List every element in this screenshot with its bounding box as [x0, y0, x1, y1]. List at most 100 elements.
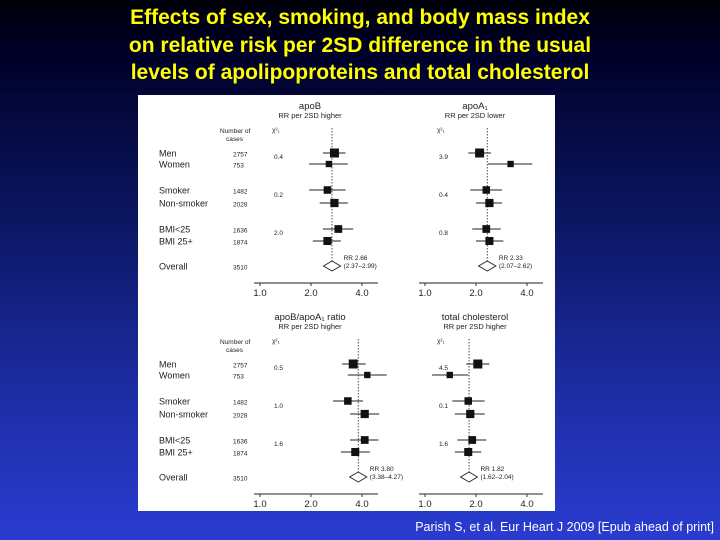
row-label: BMI 25+: [159, 237, 193, 247]
estimate-square: [482, 225, 491, 233]
chi-value: 4.5: [439, 365, 448, 372]
estimate-square: [485, 198, 494, 208]
cases-header: cases: [226, 347, 244, 354]
estimate-square: [348, 359, 358, 369]
row-label: BMI 25+: [159, 448, 193, 458]
chi-value: 1.0: [274, 403, 283, 410]
cases-header: Number of: [220, 339, 251, 346]
x-tick-label: 2.0: [304, 288, 317, 299]
panel-subtitle: RR per 2SD higher: [443, 322, 507, 331]
chi-value: 0.2: [274, 192, 283, 199]
overall-diamond: [348, 471, 368, 483]
estimate-square: [325, 160, 333, 168]
x-tick-label: 1.0: [253, 499, 266, 510]
chi-label: χ²₁: [437, 338, 446, 345]
chi-value: 1.6: [274, 441, 283, 448]
x-tick-label: 2.0: [469, 499, 482, 510]
row-label: Overall: [159, 473, 188, 483]
estimate-square: [344, 397, 352, 405]
slide-title: Effects of sex, smoking, and body mass i…: [0, 4, 720, 87]
row-label: BMI<25: [159, 225, 190, 235]
title-line-2: on relative risk per 2SD difference in t…: [128, 33, 592, 57]
panel-title: apoB: [299, 101, 321, 112]
case-count: 3510: [233, 476, 248, 483]
overall-ci-label: (3.38–4.27): [370, 474, 403, 481]
chi-label: χ²₁: [272, 127, 281, 134]
row-label: Overall: [159, 262, 188, 272]
chi-value: 2.0: [274, 230, 283, 237]
x-tick-label: 4.0: [355, 288, 368, 299]
title-line-3: levels of apolipoproteins and total chol…: [130, 61, 590, 84]
overall-rr-label: RR 1.82: [480, 466, 504, 473]
chi-label: χ²₁: [437, 127, 446, 134]
chi-value: 0.8: [439, 230, 448, 237]
row-label: Non-smoker: [159, 410, 208, 420]
case-count: 2028: [233, 202, 248, 209]
row-label: Smoker: [159, 397, 190, 407]
case-count: 753: [233, 163, 244, 170]
overall-rr-label: RR 2.66: [344, 255, 368, 262]
x-tick-label: 4.0: [355, 499, 368, 510]
x-tick-label: 2.0: [304, 499, 317, 510]
overall-diamond: [322, 260, 342, 272]
estimate-square: [466, 409, 475, 419]
case-count: 1636: [233, 228, 248, 235]
x-tick-label: 1.0: [418, 499, 431, 510]
estimate-square: [330, 198, 339, 208]
case-count: 1874: [233, 451, 248, 458]
panel-subtitle: RR per 2SD higher: [278, 111, 342, 120]
citation: Parish S, et al. Eur Heart J 2009 [Epub …: [415, 520, 714, 534]
estimate-square: [323, 186, 332, 194]
x-tick-label: 4.0: [520, 288, 533, 299]
estimate-square: [464, 447, 473, 457]
case-count: 1482: [233, 400, 248, 407]
row-label: BMI<25: [159, 436, 190, 446]
estimate-square: [329, 148, 339, 158]
estimate-square: [473, 359, 483, 369]
chi-value: 0.5: [274, 365, 283, 372]
estimate-square: [446, 371, 453, 379]
title-line-1: Effects of sex, smoking, and body mass i…: [130, 6, 590, 29]
chi-value: 1.6: [439, 441, 448, 448]
estimate-square: [482, 186, 491, 194]
overall-rr-label: RR 2.33: [499, 255, 523, 262]
chi-label: χ²₁: [272, 338, 281, 345]
x-tick-label: 4.0: [520, 499, 533, 510]
case-count: 1874: [233, 240, 248, 247]
panel-title: apoA₁: [462, 101, 487, 112]
overall-rr-label: RR 3.80: [370, 466, 394, 473]
row-label: Men: [159, 360, 177, 370]
estimate-square: [360, 409, 369, 419]
overall-diamond: [477, 260, 497, 272]
overall-ci-label: (2.37–2.99): [344, 263, 377, 270]
panel-subtitle: RR per 2SD higher: [278, 322, 342, 331]
panel-subtitle: RR per 2SD lower: [445, 111, 506, 120]
estimate-square: [464, 397, 473, 405]
estimate-square: [323, 236, 332, 246]
case-count: 1636: [233, 439, 248, 446]
chi-value: 0.4: [274, 154, 283, 161]
panel-title: total cholesterol: [442, 312, 509, 323]
estimate-square: [485, 236, 494, 246]
estimate-square: [334, 225, 343, 233]
overall-diamond: [459, 471, 479, 483]
cases-header: cases: [226, 136, 244, 143]
row-label: Women: [159, 371, 190, 381]
estimate-square: [364, 371, 371, 379]
chi-value: 3.9: [439, 154, 448, 161]
cases-header: Number of: [220, 128, 251, 135]
case-count: 1482: [233, 189, 248, 196]
forest-plot-figure: Number of cases Men 2757 Women 753 Smoker 1482 N…: [138, 95, 555, 511]
case-count: 2757: [233, 152, 248, 159]
case-count: 753: [233, 374, 244, 381]
estimate-square: [360, 436, 369, 444]
x-tick-label: 1.0: [418, 288, 431, 299]
row-label: Women: [159, 160, 190, 170]
chi-value: 0.1: [439, 403, 448, 410]
row-label: Men: [159, 149, 177, 159]
row-label: Non-smoker: [159, 199, 208, 209]
row-label: Smoker: [159, 186, 190, 196]
x-tick-label: 2.0: [469, 288, 482, 299]
panel-title: apoB/apoA₁ ratio: [274, 312, 345, 323]
